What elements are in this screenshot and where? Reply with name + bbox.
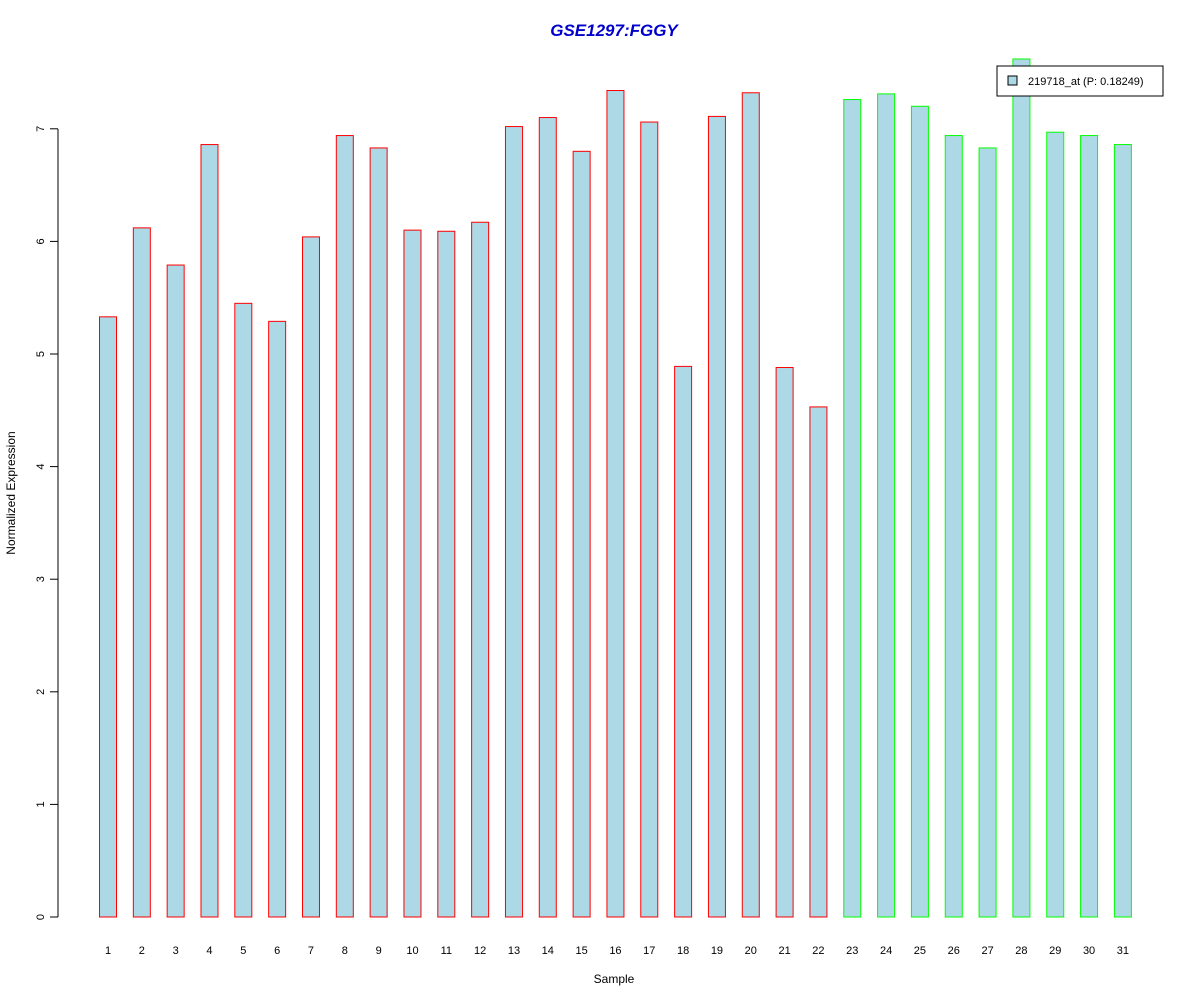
x-tick-label: 29 bbox=[1049, 945, 1061, 957]
x-tick-label: 26 bbox=[948, 945, 960, 957]
bar bbox=[538, 117, 557, 918]
x-tick-label: 10 bbox=[406, 945, 418, 957]
y-tick-label: 7 bbox=[35, 126, 47, 132]
bar bbox=[1113, 144, 1132, 918]
x-tick-label: 19 bbox=[711, 945, 723, 957]
bar bbox=[437, 230, 456, 918]
bar bbox=[606, 90, 625, 918]
legend-box bbox=[996, 65, 1164, 97]
legend: 219718_at (P: 0.18249) bbox=[996, 65, 1164, 97]
x-tick-label: 13 bbox=[508, 945, 520, 957]
legend-swatch bbox=[1007, 75, 1018, 86]
x-tick-label: 14 bbox=[542, 945, 554, 957]
bar bbox=[301, 236, 320, 918]
bar bbox=[369, 147, 388, 918]
bar bbox=[99, 316, 117, 918]
y-tick-label: 5 bbox=[35, 351, 47, 357]
bar bbox=[268, 320, 287, 918]
x-tick-label: 22 bbox=[812, 945, 824, 957]
bar bbox=[877, 93, 896, 918]
chart-title: GSE1297:FGGY bbox=[550, 21, 679, 40]
bar bbox=[1080, 135, 1099, 918]
x-tick-label: 16 bbox=[609, 945, 621, 957]
bar bbox=[707, 115, 726, 918]
bar bbox=[335, 135, 354, 918]
x-tick-label: 9 bbox=[376, 945, 382, 957]
y-axis: 0 1 2 3 4 5 6 7 bbox=[35, 126, 59, 920]
x-tick-label: 25 bbox=[914, 945, 926, 957]
x-tick-label: 7 bbox=[308, 945, 314, 957]
bar bbox=[741, 92, 760, 918]
bar bbox=[809, 406, 828, 918]
bar bbox=[1012, 58, 1031, 918]
legend-label: 219718_at (P: 0.18249) bbox=[1028, 76, 1144, 88]
x-tick-labels: 1 2 3 4 5 6 7 8 9 10 11 12 13 14 15 16 17 18 19 20 21 22 23 24 2… bbox=[105, 945, 1129, 957]
bar bbox=[978, 147, 997, 918]
bar bbox=[403, 229, 422, 918]
bar bbox=[674, 365, 693, 918]
bar bbox=[132, 227, 151, 918]
bar bbox=[1046, 131, 1065, 918]
bar bbox=[775, 367, 794, 918]
x-tick-label: 31 bbox=[1117, 945, 1129, 957]
bar bbox=[572, 150, 591, 918]
bar bbox=[166, 264, 185, 918]
y-tick-label: 4 bbox=[35, 464, 47, 470]
bar bbox=[910, 105, 929, 918]
x-tick-label: 21 bbox=[778, 945, 790, 957]
x-tick-label: 12 bbox=[474, 945, 486, 957]
y-tick-label: 3 bbox=[35, 576, 47, 582]
x-tick-label: 2 bbox=[139, 945, 145, 957]
x-tick-label: 17 bbox=[643, 945, 655, 957]
x-tick-label: 15 bbox=[575, 945, 587, 957]
bar bbox=[640, 121, 659, 918]
x-tick-label: 6 bbox=[274, 945, 280, 957]
y-tick-label: 1 bbox=[35, 801, 47, 807]
bar bbox=[200, 144, 219, 918]
x-tick-label: 30 bbox=[1083, 945, 1095, 957]
x-tick-label: 11 bbox=[441, 945, 452, 957]
x-tick-label: 5 bbox=[240, 945, 246, 957]
x-axis-label: Sample bbox=[594, 972, 635, 986]
bar bbox=[471, 221, 490, 918]
bar bbox=[234, 302, 253, 918]
bars-group bbox=[99, 58, 1132, 918]
x-tick-label: 28 bbox=[1015, 945, 1027, 957]
y-tick-label: 2 bbox=[35, 689, 47, 695]
x-tick-label: 3 bbox=[173, 945, 179, 957]
bar bbox=[843, 99, 862, 918]
x-tick-label: 24 bbox=[880, 945, 892, 957]
x-tick-label: 23 bbox=[846, 945, 858, 957]
y-tick-label: 6 bbox=[35, 238, 47, 244]
x-tick-label: 18 bbox=[677, 945, 689, 957]
y-axis-label: Normalized Expression bbox=[4, 431, 18, 554]
x-tick-label: 20 bbox=[745, 945, 757, 957]
x-tick-label: 27 bbox=[981, 945, 993, 957]
bar bbox=[944, 135, 963, 918]
bar bbox=[504, 126, 523, 918]
y-tick-label: 0 bbox=[35, 914, 47, 920]
x-tick-label: 4 bbox=[206, 945, 212, 957]
x-tick-label: 1 bbox=[105, 945, 111, 957]
x-tick-label: 8 bbox=[342, 945, 348, 957]
